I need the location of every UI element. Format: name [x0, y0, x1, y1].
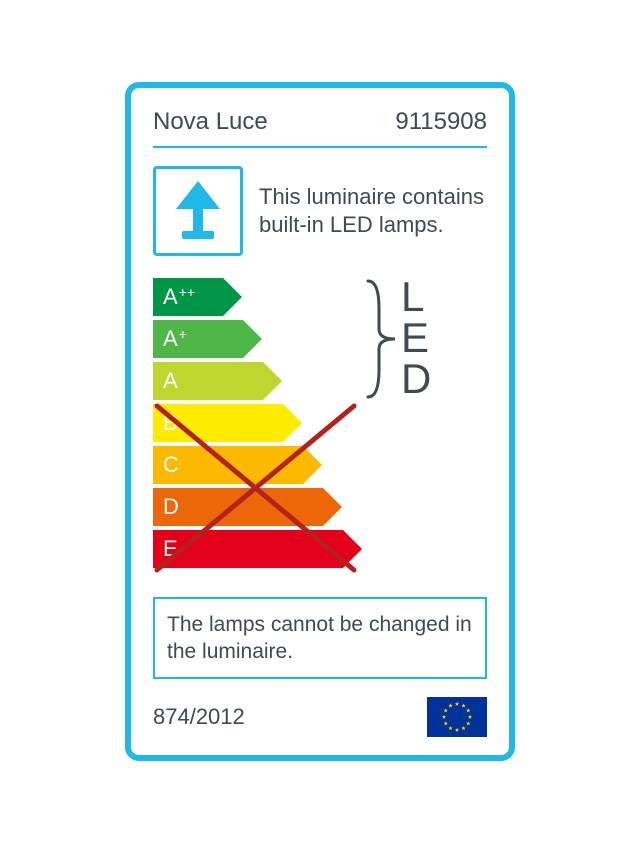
footer-row: 874/2012: [153, 697, 487, 737]
energy-bar: C: [153, 446, 303, 484]
led-vertical-label: LED: [401, 276, 433, 399]
luminaire-info-text: This luminaire contains built-in LED lam…: [259, 183, 487, 238]
energy-rating-area: A++ A+ ABCDE LED: [153, 278, 487, 583]
energy-bars: A++ A+ ABCDE: [153, 278, 343, 572]
energy-bar: B: [153, 404, 283, 442]
energy-bar: E: [153, 530, 343, 568]
energy-label-card: Nova Luce 9115908 This luminaire contain…: [125, 82, 515, 762]
regulation-number: 874/2012: [153, 704, 245, 730]
eu-flag-icon: [427, 697, 487, 737]
header-row: Nova Luce 9115908: [153, 108, 487, 136]
lamp-icon-box: [153, 166, 243, 256]
model-number: 9115908: [395, 108, 487, 136]
non-replaceable-notice: The lamps cannot be changed in the lumin…: [153, 597, 487, 680]
led-bracket-icon: [365, 278, 399, 404]
energy-bar: A+: [153, 320, 243, 358]
energy-bar: A++: [153, 278, 223, 316]
brand-name: Nova Luce: [153, 108, 268, 136]
lamp-icon: [168, 179, 228, 243]
luminaire-info-row: This luminaire contains built-in LED lam…: [153, 166, 487, 256]
divider: [153, 146, 487, 148]
energy-bar: D: [153, 488, 323, 526]
energy-bar: A: [153, 362, 263, 400]
